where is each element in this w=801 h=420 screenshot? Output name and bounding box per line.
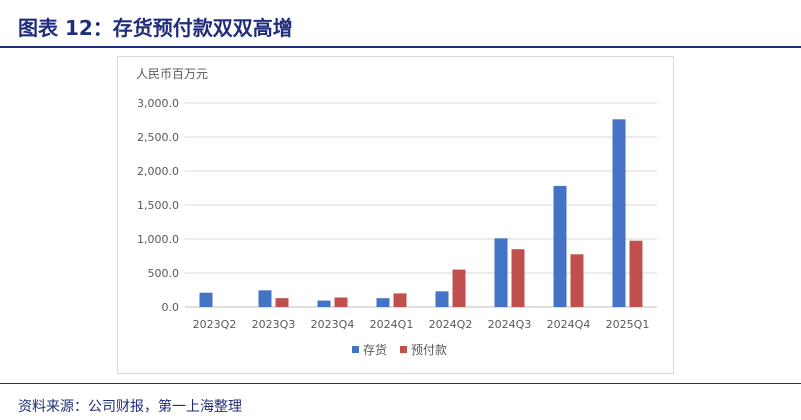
bar-inventory: [199, 292, 213, 307]
y-tick-label: 500.0: [148, 267, 180, 280]
y-tick-label: 2,000.0: [137, 165, 179, 178]
x-tick-label: 2023Q3: [252, 318, 296, 331]
bar-inventory: [376, 298, 390, 307]
bar-inventory: [494, 238, 508, 307]
bar-prepayment: [393, 293, 407, 307]
x-tick-label: 2024Q4: [547, 318, 591, 331]
bar-inventory: [553, 185, 567, 307]
chart-frame: [117, 56, 674, 374]
y-tick-label: 1,000.0: [137, 233, 179, 246]
bar-prepayment: [452, 269, 466, 307]
bar-inventory: [435, 291, 449, 307]
source-rule: [0, 383, 801, 384]
figure-title: 图表 12：存货预付款双双高增: [18, 16, 293, 40]
x-tick-label: 2023Q2: [193, 318, 237, 331]
bar-prepayment: [629, 240, 643, 307]
legend-label: 存货: [363, 342, 387, 357]
y-unit-label: 人民币百万元: [136, 67, 208, 81]
title-rule: [0, 46, 801, 48]
bar-prepayment: [570, 254, 584, 307]
source-note: 资料来源：公司财报，第一上海整理: [18, 399, 242, 415]
bar-prepayment: [334, 297, 348, 307]
y-tick-label: 2,500.0: [137, 131, 179, 144]
y-tick-label: 1,500.0: [137, 199, 179, 212]
x-tick-label: 2024Q1: [370, 318, 414, 331]
bar-inventory: [317, 300, 331, 307]
bar-inventory: [258, 290, 272, 307]
x-tick-label: 2025Q1: [606, 318, 650, 331]
x-tick-label: 2024Q2: [429, 318, 473, 331]
legend-label: 预付款: [411, 343, 447, 357]
bar-prepayment: [275, 298, 289, 307]
x-tick-label: 2023Q4: [311, 318, 355, 331]
bar-inventory: [612, 119, 626, 307]
bar-prepayment: [511, 249, 525, 307]
x-tick-label: 2024Q3: [488, 318, 532, 331]
y-tick-label: 3,000.0: [137, 97, 179, 110]
legend-swatch: [400, 346, 407, 353]
y-tick-label: 0.0: [162, 301, 180, 314]
legend-swatch: [352, 346, 359, 353]
